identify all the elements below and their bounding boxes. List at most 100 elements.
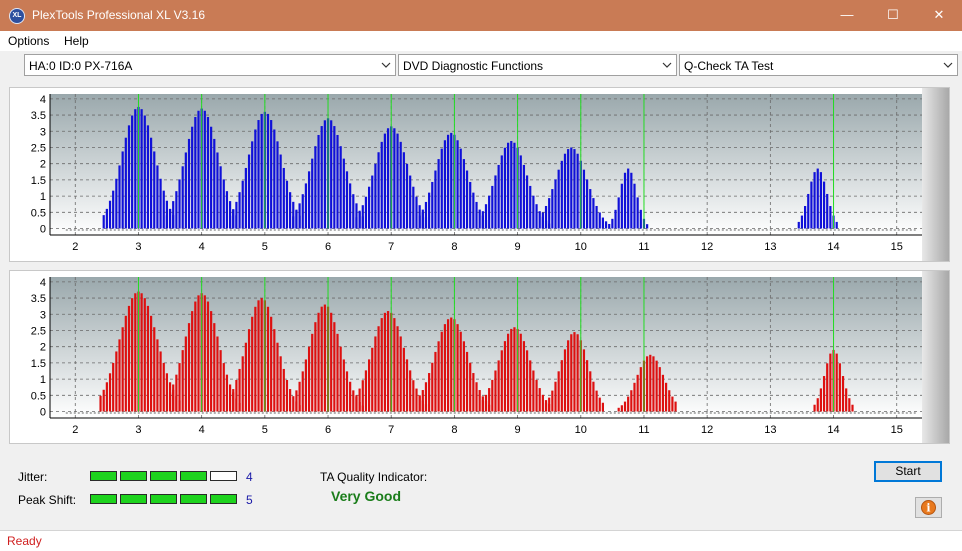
peak-shift-value: 5 — [246, 493, 253, 507]
x-tick-label: 13 — [764, 241, 776, 253]
y-tick-label: 2.5 — [31, 325, 46, 337]
chart-bar — [589, 371, 592, 412]
chart-bar — [532, 370, 535, 412]
function-select[interactable]: DVD Diagnostic Functions — [398, 54, 677, 76]
chart-bar — [437, 341, 440, 412]
chart-bar — [203, 295, 206, 412]
x-tick-label: 11 — [638, 241, 649, 253]
chart-bar — [611, 218, 614, 229]
chart-bar — [175, 374, 178, 412]
chart-bar — [595, 205, 598, 229]
chart-bar — [465, 170, 469, 229]
chart-bar — [671, 396, 674, 412]
x-tick-label: 10 — [575, 241, 587, 253]
chart-bar — [822, 376, 826, 412]
chart-bar — [557, 371, 560, 412]
chart-bar — [333, 126, 336, 229]
info-glyph: i — [926, 502, 930, 515]
chart-bar — [469, 362, 472, 412]
chart-bar — [304, 183, 308, 229]
chart-bar — [377, 326, 380, 412]
chart-bar — [168, 392, 172, 412]
chart-bar — [244, 342, 247, 412]
chart-bar — [813, 172, 816, 229]
test-select[interactable]: Q-Check TA Test — [679, 54, 958, 76]
chart-bar — [203, 110, 206, 229]
chart-bar — [488, 195, 491, 229]
peak-shift-meter-segment — [150, 494, 177, 504]
x-tick-label: 8 — [451, 424, 457, 436]
chart-bar — [279, 154, 282, 229]
chart-bar — [241, 356, 244, 412]
chart-bar — [361, 380, 364, 412]
chart-bar — [314, 322, 317, 412]
chart-bar — [563, 153, 567, 229]
chart-bar — [156, 165, 159, 229]
chevron-down-icon — [943, 62, 953, 68]
chart-bar — [292, 396, 295, 412]
jitter-value: 4 — [246, 470, 253, 484]
chart-bar — [386, 128, 390, 229]
chart-bar — [352, 390, 355, 412]
chart-bar — [646, 356, 649, 412]
chart-bar — [617, 407, 620, 412]
chart-bar — [194, 301, 197, 412]
chart-bar — [301, 371, 304, 412]
chart-bar — [364, 370, 368, 412]
chart-bar — [257, 120, 260, 229]
x-tick-label: 10 — [575, 424, 587, 436]
chart-bar — [191, 126, 194, 229]
menu-help[interactable]: Help — [64, 34, 89, 48]
x-tick-label: 5 — [262, 241, 268, 253]
chart-bar — [273, 129, 276, 229]
chart-bar — [573, 332, 576, 412]
chart-bar — [532, 195, 535, 229]
chart-bar — [345, 371, 349, 412]
window-title: PlexTools Professional XL V3.16 — [32, 8, 205, 22]
chart-bar — [349, 183, 352, 229]
chart-bar — [396, 326, 399, 412]
drive-select[interactable]: HA:0 ID:0 PX-716A — [24, 54, 396, 76]
chart-bar — [143, 298, 146, 412]
chart-bar — [191, 311, 194, 412]
jitter-label: Jitter: — [18, 470, 48, 484]
chart-bar — [418, 396, 421, 412]
chart-bar — [620, 183, 623, 229]
chart-bar — [270, 120, 273, 229]
chart-bar — [598, 212, 601, 229]
minimize-button[interactable]: — — [840, 7, 854, 22]
chart-bar — [434, 170, 437, 229]
chart-bar — [829, 206, 832, 229]
start-button[interactable]: Start — [874, 461, 942, 482]
chart-bar — [627, 168, 630, 229]
chart-bar — [140, 109, 143, 229]
chart-bar — [554, 179, 557, 229]
chart-bar — [424, 382, 428, 412]
x-tick-label: 7 — [388, 241, 394, 253]
chart-bar — [374, 163, 377, 229]
chevron-down-icon — [662, 62, 672, 68]
x-tick-label: 4 — [199, 241, 205, 253]
close-button[interactable]: ✕ — [933, 7, 945, 22]
chart-bar — [807, 193, 810, 229]
chart-bar — [194, 117, 197, 229]
chart-bar — [592, 198, 595, 229]
chart-bar — [826, 363, 829, 412]
chart-bar — [257, 300, 260, 412]
chart-bar — [595, 390, 598, 412]
status-bar: Ready — [0, 530, 962, 551]
chart-bar — [295, 390, 298, 412]
chart-bar — [586, 179, 589, 229]
chart-bar — [336, 134, 339, 229]
chart-bar — [488, 388, 491, 412]
info-button[interactable]: i — [915, 497, 942, 518]
menu-options[interactable]: Options — [8, 34, 50, 48]
chart-bar — [851, 404, 854, 412]
chart-bar — [380, 141, 383, 229]
chart-bar — [484, 394, 488, 412]
chart-bar — [292, 201, 295, 229]
maximize-button[interactable]: ☐ — [887, 7, 899, 22]
chart-bar — [342, 158, 345, 229]
chart-bar — [586, 360, 589, 412]
y-tick-label: 4 — [40, 94, 46, 106]
